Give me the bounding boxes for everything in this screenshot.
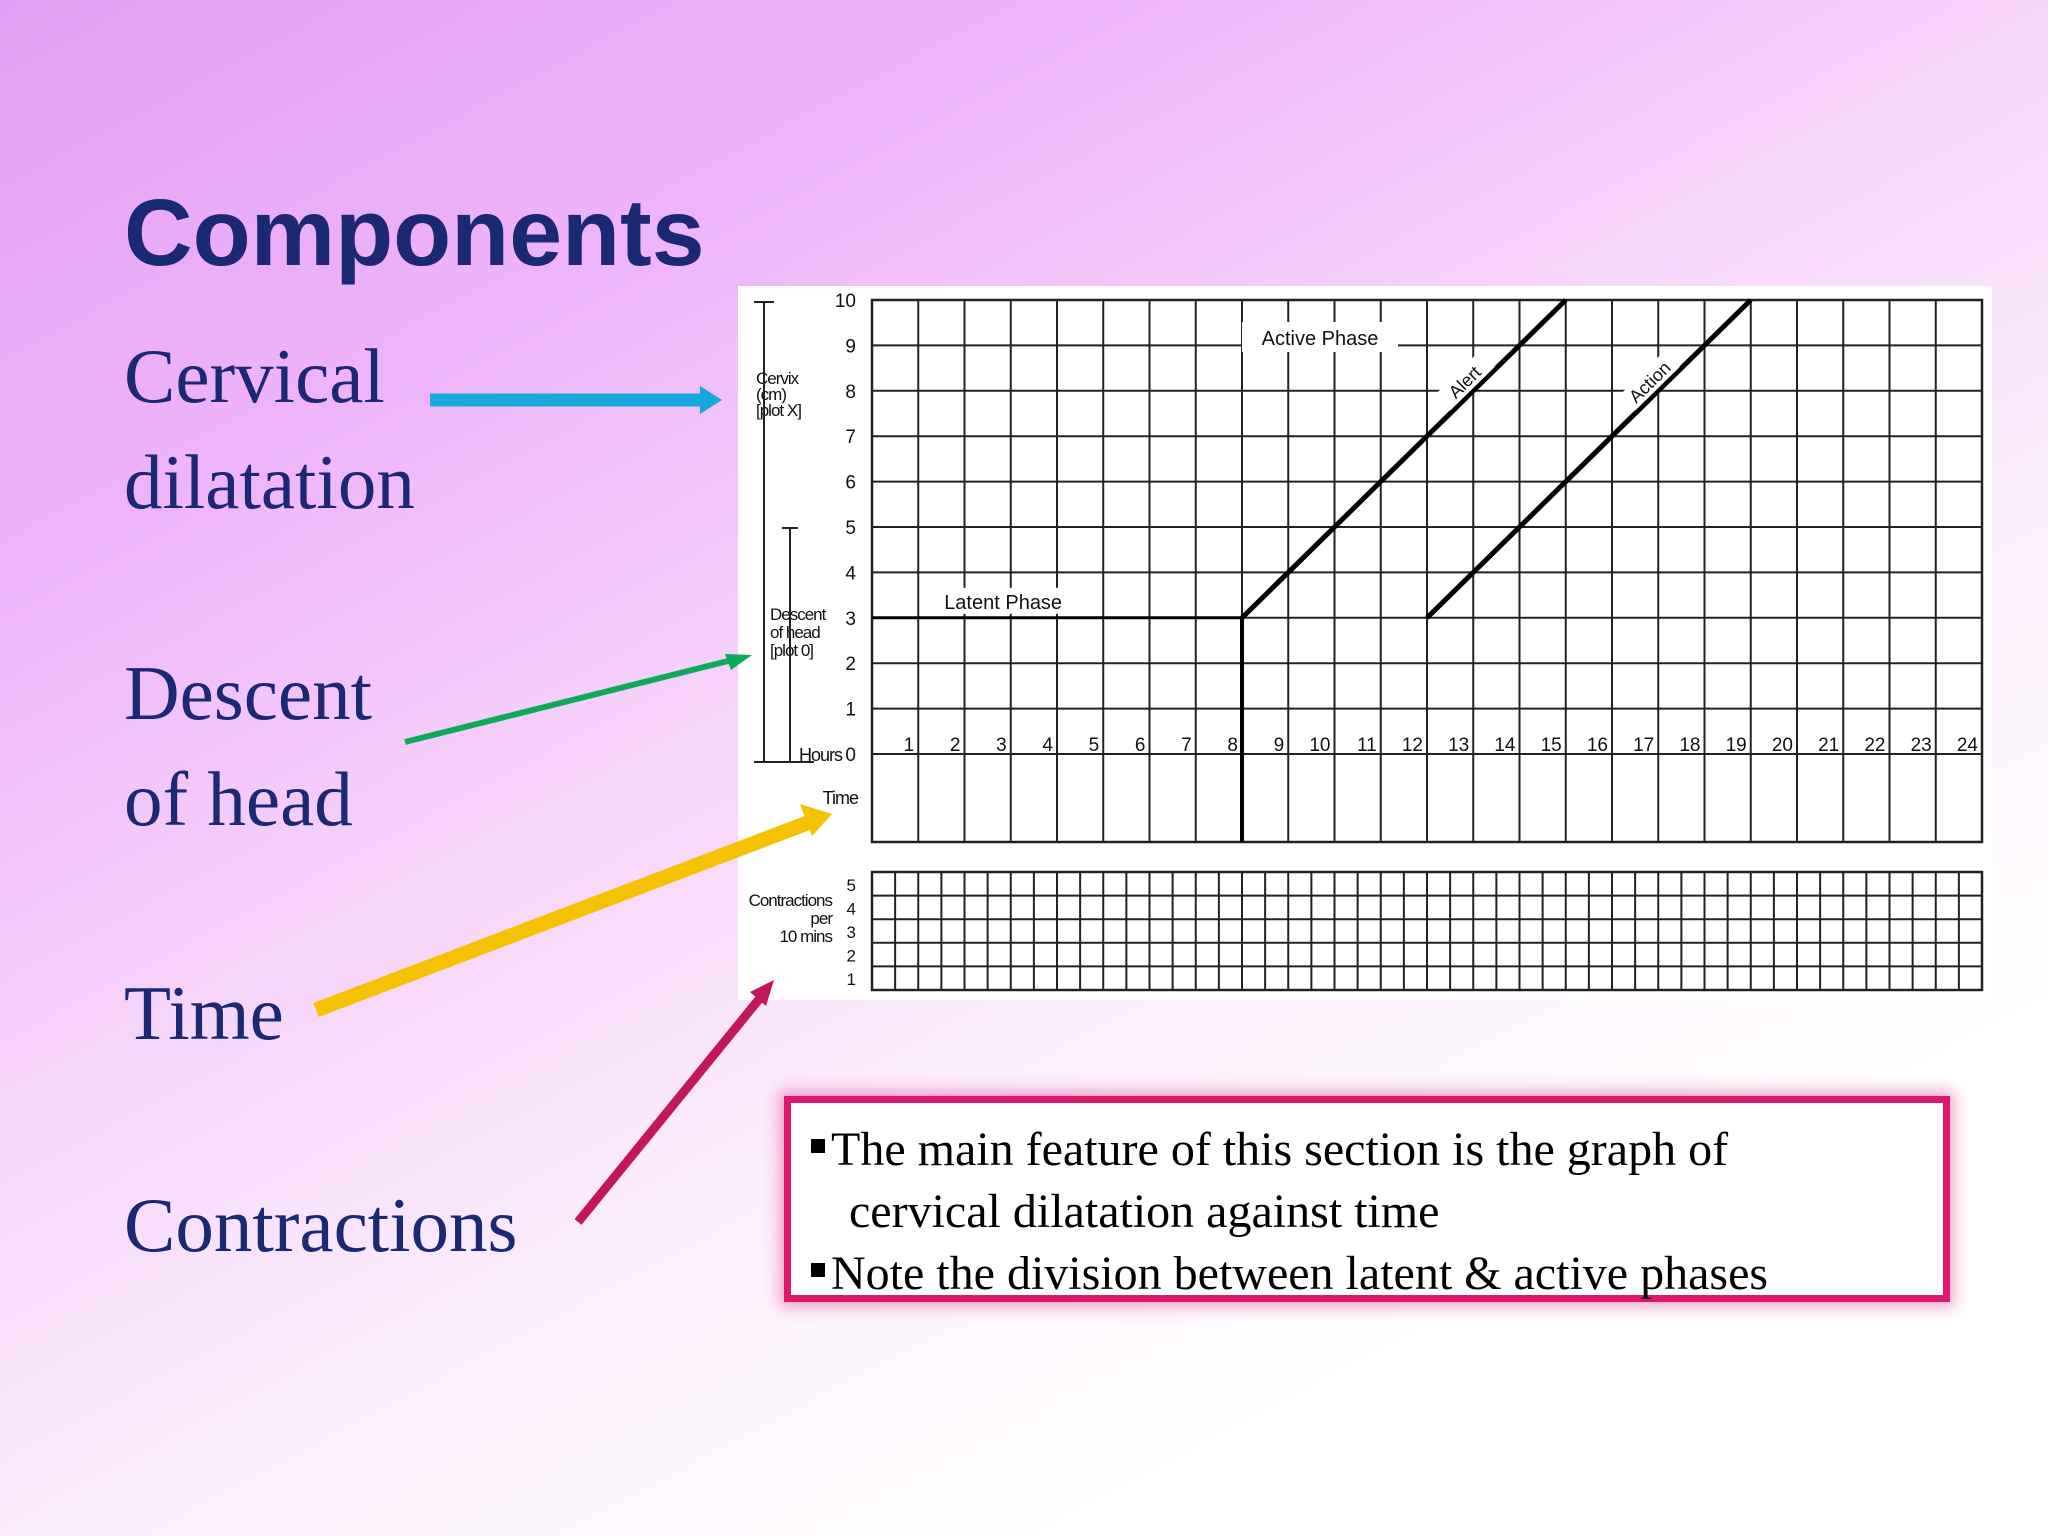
x-tick-label: 19 — [1726, 735, 1747, 756]
x-tick-label: 13 — [1448, 735, 1469, 756]
square-bullet-icon — [811, 1139, 825, 1153]
note-item-2-line1: Note the division between latent & activ… — [831, 1247, 1769, 1300]
note-item-1-line1: The main feature of this section is the … — [831, 1123, 1729, 1176]
contractions-axis-label: Contractions — [749, 891, 833, 910]
contractions-tick-label: 4 — [847, 899, 856, 918]
note-box: The main feature of this section is the … — [784, 1096, 1950, 1302]
y-tick-label: 9 — [845, 336, 856, 357]
descent-arrow-head — [725, 654, 752, 670]
time-arrow — [313, 804, 832, 1018]
y-tick-label: 8 — [845, 382, 856, 403]
x-tick-label: 20 — [1772, 735, 1793, 756]
slide-title: Components — [124, 180, 705, 286]
active-phase-label: Active Phase — [1262, 328, 1379, 350]
x-tick-label: 10 — [1309, 735, 1330, 756]
contractions-label: Contractions — [124, 1172, 518, 1278]
hours-axis-label: Hours — [799, 745, 843, 765]
x-tick-label: 3 — [996, 735, 1007, 756]
cervical-dilatation-label: Cervical dilatation — [124, 323, 415, 535]
y-tick-label: 0 — [845, 745, 856, 766]
x-tick-label: 22 — [1864, 735, 1885, 756]
contractions-arrow — [574, 980, 774, 1225]
x-tick-label: 23 — [1911, 735, 1932, 756]
x-tick-label: 4 — [1042, 735, 1053, 756]
descent-of-head-label: Descent of head — [124, 640, 372, 852]
latent-phase-label-bg — [932, 587, 1075, 614]
x-tick-label: 8 — [1227, 735, 1238, 756]
contractions-label-text: Contractions — [124, 1182, 518, 1268]
contractions-axis-label: per — [810, 909, 833, 928]
contractions-tick-label: 3 — [847, 923, 856, 942]
descent-label-line1: Descent — [124, 650, 372, 736]
x-tick-label: 2 — [950, 735, 961, 756]
note-item-1: The main feature of this section is the … — [811, 1119, 1923, 1243]
contractions-tick-label: 5 — [847, 876, 856, 895]
contractions-arrow-head — [750, 980, 774, 1006]
x-tick-label: 1 — [904, 735, 915, 756]
y-tick-label: 6 — [845, 473, 856, 494]
cervix-axis-label: Cervix — [756, 369, 800, 388]
descent-arrow-shaft — [404, 658, 729, 745]
y-tick-label: 3 — [845, 609, 856, 630]
cervical-arrow-head — [700, 386, 722, 414]
time-label-text: Time — [124, 970, 284, 1056]
contractions-axis-label: 10 mins — [779, 927, 832, 946]
x-tick-label: 14 — [1494, 735, 1516, 756]
note-item-1-line2: cervical dilatation against time — [849, 1185, 1440, 1238]
partograph-chart-panel: 1 2 3 4 5 6 7 8 9 10 0 1 2 3 4 5 6 7 8 9 10 11 12 13 14 15 16 17 18 1… — [738, 286, 1992, 1000]
x-tick-label: 24 — [1957, 735, 1979, 756]
latent-phase-label: Latent Phase — [944, 592, 1062, 614]
x-tick-label: 16 — [1587, 735, 1608, 756]
x-tick-label: 6 — [1135, 735, 1146, 756]
x-tick-label: 9 — [1274, 735, 1285, 756]
square-bullet-icon — [811, 1263, 825, 1277]
contractions-tick-label: 1 — [847, 970, 856, 989]
descent-axis-label: of head — [770, 623, 820, 642]
cervix-axis-label: [plot X] — [756, 401, 801, 420]
time-label: Time — [124, 960, 284, 1066]
descent-arrow — [404, 654, 752, 745]
descent-label-line2: of head — [124, 756, 353, 842]
contractions-tick-label: 2 — [847, 947, 856, 966]
note-item-2: Note the division between latent & activ… — [811, 1243, 1923, 1305]
x-tick-label: 15 — [1541, 735, 1562, 756]
time-arrow-head — [800, 804, 832, 836]
time-axis-label: Time — [823, 788, 859, 808]
cervical-arrow — [430, 386, 722, 414]
time-arrow-shaft — [313, 814, 813, 1018]
active-phase-label-bg — [1242, 322, 1398, 352]
x-tick-label: 21 — [1818, 735, 1839, 756]
alert-line — [1240, 298, 1568, 620]
descent-axis-label: [plot 0] — [770, 641, 813, 660]
x-tick-label: 11 — [1357, 735, 1377, 756]
x-tick-label: 17 — [1633, 735, 1654, 756]
y-tick-label: 2 — [845, 654, 856, 675]
y-tick-label: 5 — [845, 518, 856, 539]
y-tick-label: 10 — [835, 291, 856, 312]
series-label-bg — [1435, 351, 1495, 411]
cervical-label-line2: dilatation — [124, 439, 415, 525]
x-tick-label: 7 — [1181, 735, 1192, 756]
y-tick-label: 1 — [845, 700, 856, 721]
x-tick-label: 5 — [1089, 735, 1100, 756]
descent-axis-label: Descent — [770, 605, 827, 624]
y-tick-label: 4 — [845, 563, 856, 584]
action-line — [1425, 298, 1753, 620]
cervical-label-line1: Cervical — [124, 333, 385, 419]
contractions-arrow-shaft — [574, 995, 764, 1225]
x-tick-label: 12 — [1402, 735, 1423, 756]
x-tick-label: 18 — [1679, 735, 1700, 756]
series-label-bg — [1620, 351, 1680, 411]
y-tick-label: 7 — [845, 427, 856, 448]
